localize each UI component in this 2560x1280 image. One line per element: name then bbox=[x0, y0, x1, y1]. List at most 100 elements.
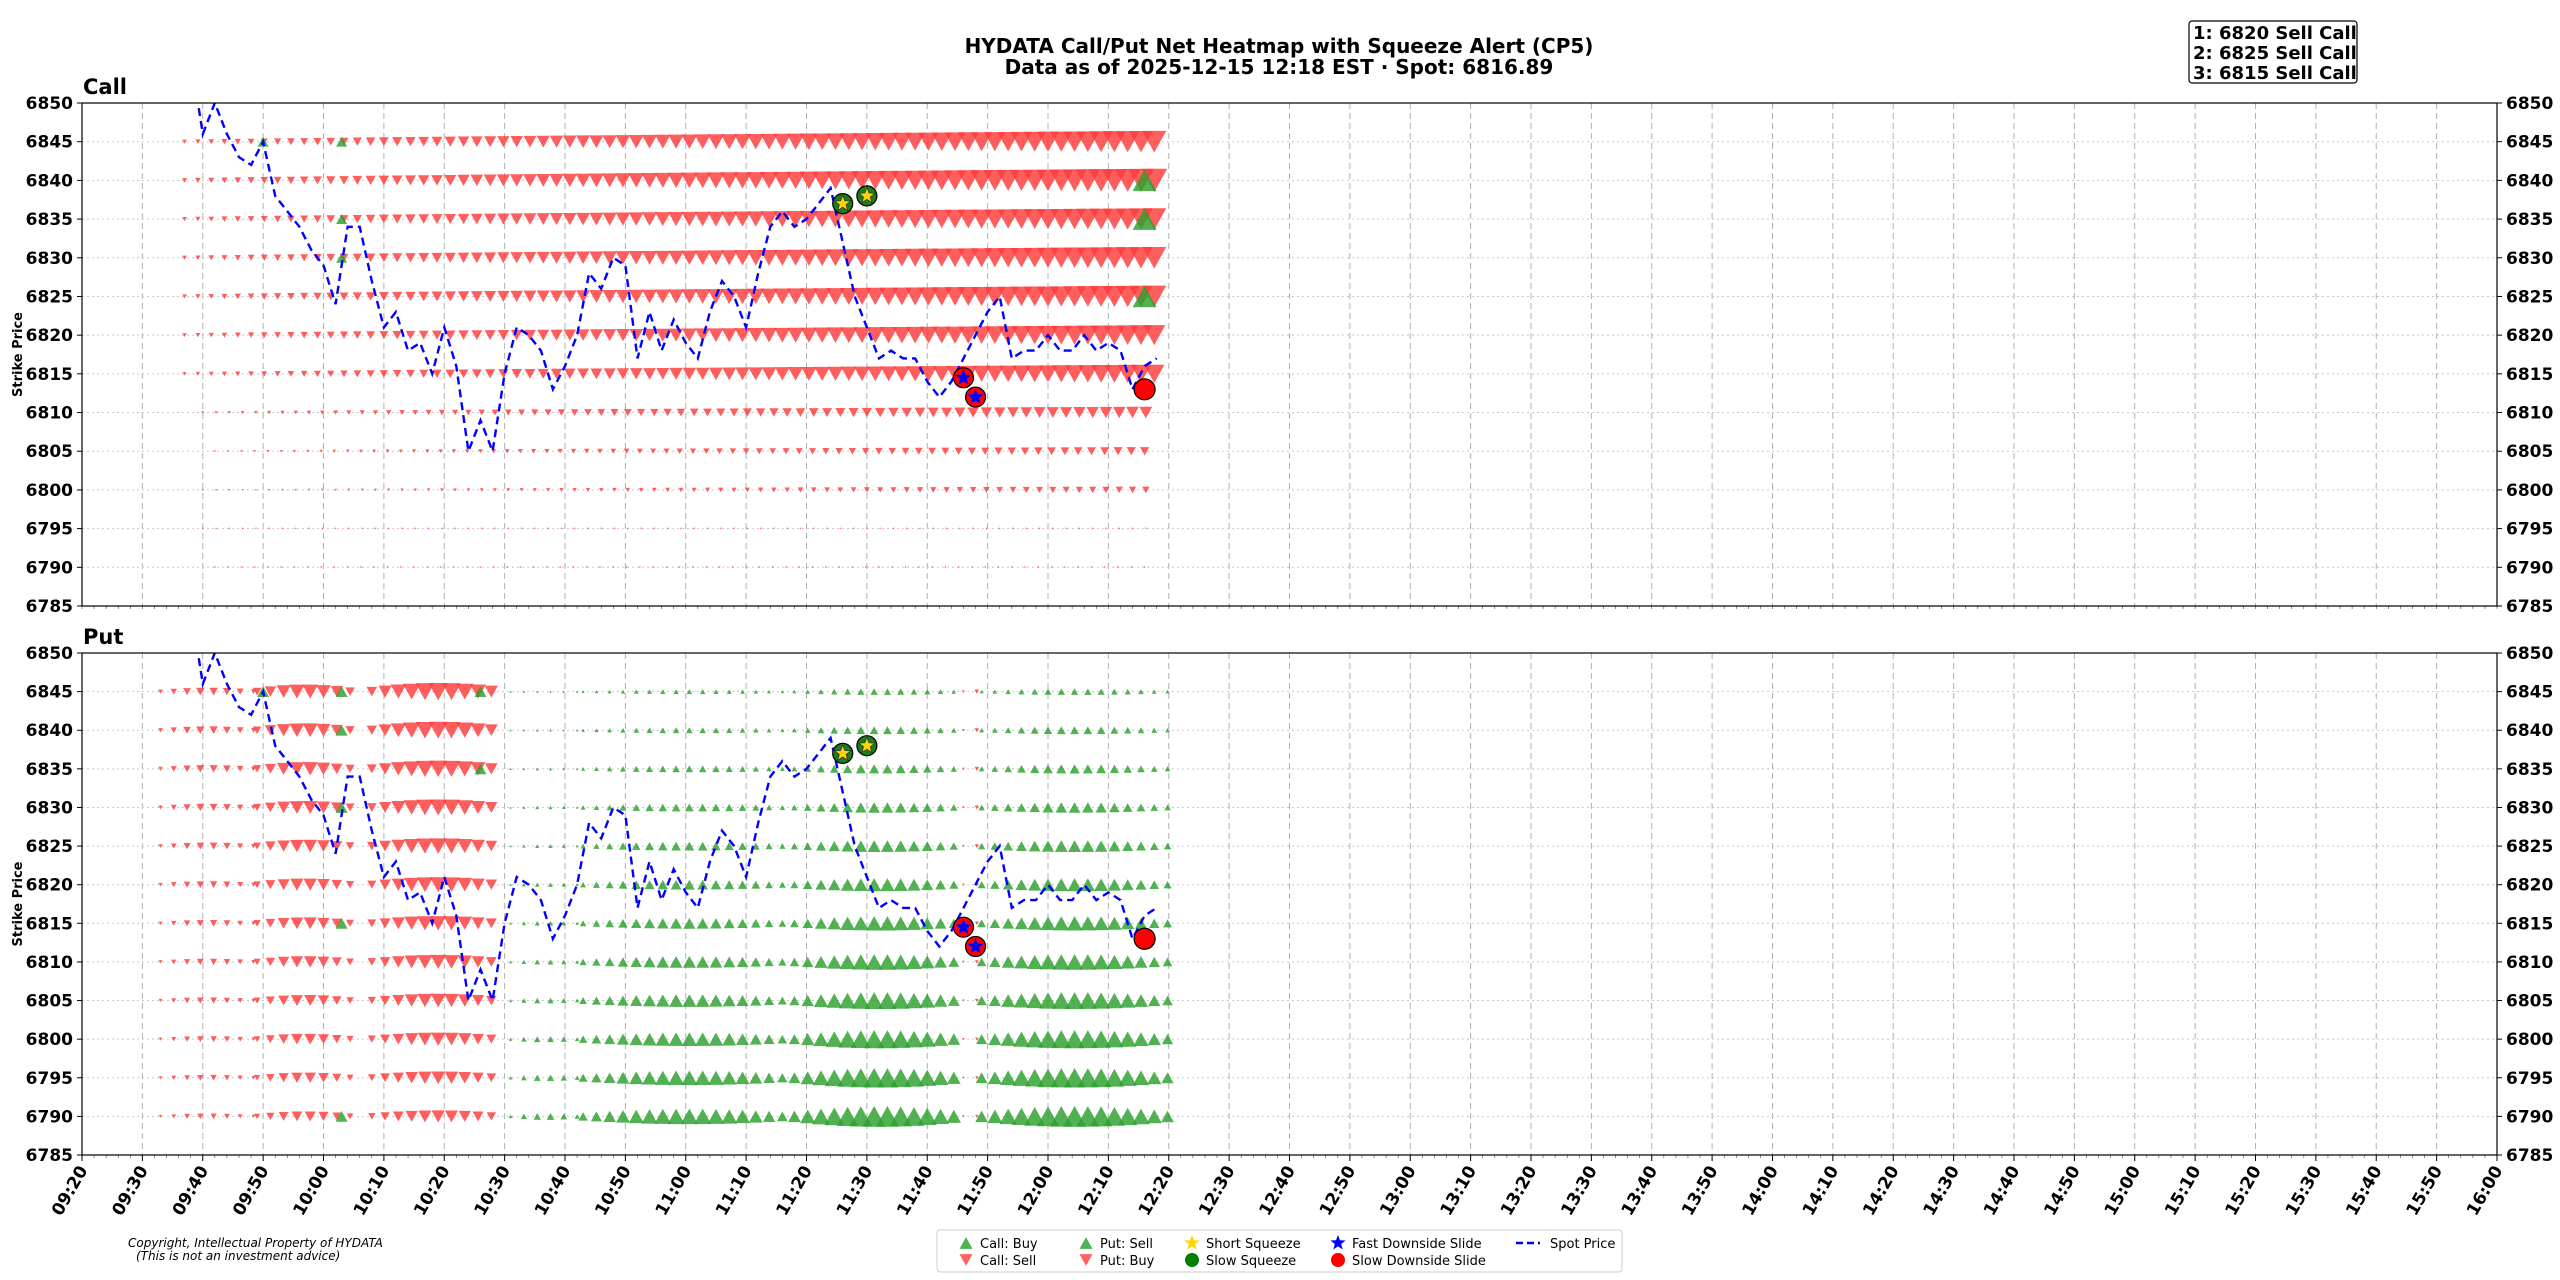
net-flow-marker-6840 bbox=[182, 178, 188, 183]
net-flow-marker-6815 bbox=[985, 365, 1004, 382]
net-flow-marker-6795 bbox=[642, 1071, 658, 1085]
net-flow-marker-6835 bbox=[326, 215, 336, 223]
net-flow-marker-6805 bbox=[1034, 447, 1043, 456]
net-flow-marker-6820 bbox=[443, 877, 460, 893]
net-flow-marker-6830 bbox=[799, 249, 818, 266]
net-flow-marker-6790 bbox=[405, 1110, 418, 1122]
net-flow-marker-6790 bbox=[444, 1110, 459, 1123]
net-flow-marker-6790 bbox=[293, 566, 296, 569]
legend-frame bbox=[936, 1229, 1623, 1273]
net-flow-marker-6820 bbox=[1011, 326, 1032, 345]
xtick-label: 12:20 bbox=[1135, 1162, 1179, 1219]
net-flow-marker-6825 bbox=[1054, 840, 1068, 852]
net-flow-marker-6825 bbox=[1142, 285, 1167, 308]
legend-marker bbox=[959, 1237, 973, 1249]
short-squeeze-star bbox=[833, 743, 852, 762]
net-flow-marker-6810 bbox=[240, 410, 245, 415]
net-flow-marker-6795 bbox=[431, 1071, 446, 1085]
net-flow-marker-6825 bbox=[892, 287, 912, 306]
net-flow-marker-6800 bbox=[346, 1035, 354, 1043]
net-flow-marker-6820 bbox=[826, 327, 845, 343]
net-flow-marker-6800 bbox=[1142, 486, 1150, 494]
net-flow-marker-6825 bbox=[921, 841, 933, 851]
net-flow-marker-6815 bbox=[737, 918, 748, 928]
net-flow-marker-6810 bbox=[835, 408, 846, 418]
net-flow-marker-6810 bbox=[848, 407, 859, 418]
net-flow-marker-6795 bbox=[1132, 1070, 1150, 1086]
xtick-label: 12:50 bbox=[1316, 1162, 1360, 1219]
net-flow-marker-6805 bbox=[1078, 992, 1098, 1009]
net-flow-marker-6810 bbox=[547, 959, 554, 965]
legend-marker bbox=[1331, 1253, 1345, 1267]
net-flow-marker-6810 bbox=[1060, 407, 1073, 419]
net-flow-marker-6800 bbox=[294, 488, 297, 491]
net-flow-marker-6840 bbox=[812, 171, 833, 190]
net-flow-marker-6825 bbox=[957, 287, 979, 306]
net-flow-marker-6830 bbox=[442, 799, 461, 816]
legend-label: Short Squeeze bbox=[1206, 1237, 1301, 1252]
net-flow-marker-6820 bbox=[935, 879, 946, 890]
plot-frame-call bbox=[81, 102, 2498, 607]
net-flow-marker-6795 bbox=[708, 1070, 724, 1085]
net-flow-marker-6795 bbox=[654, 1070, 671, 1085]
net-flow-marker-6830 bbox=[221, 255, 228, 261]
ytick-label-right: 6795 bbox=[2506, 520, 2553, 540]
xtick-label: 10:50 bbox=[591, 1162, 635, 1219]
net-flow-marker-6800 bbox=[1147, 1033, 1161, 1046]
net-flow-marker-6835 bbox=[779, 766, 785, 772]
net-flow-marker-6815 bbox=[511, 369, 523, 379]
net-flow-marker-6830 bbox=[752, 804, 760, 811]
net-flow-marker-6815 bbox=[748, 367, 764, 381]
net-flow-marker-6790 bbox=[486, 1112, 496, 1121]
net-flow-marker-6790 bbox=[824, 566, 827, 569]
net-flow-marker-6840 bbox=[1004, 727, 1012, 734]
net-flow-marker-6835 bbox=[405, 214, 416, 224]
net-flow-marker-6810 bbox=[430, 954, 446, 969]
net-flow-marker-6830 bbox=[158, 805, 163, 810]
net-flow-marker-6825 bbox=[773, 288, 792, 305]
net-flow-marker-6820 bbox=[668, 328, 684, 342]
net-flow-marker-6825 bbox=[655, 289, 671, 304]
net-flow-marker-6845 bbox=[158, 689, 163, 694]
net-flow-marker-6820 bbox=[183, 881, 191, 888]
net-flow-marker-6805 bbox=[561, 998, 567, 1004]
net-flow-marker-6845 bbox=[713, 689, 719, 695]
net-flow-marker-6800 bbox=[744, 487, 750, 493]
net-flow-marker-6830 bbox=[816, 803, 826, 812]
net-flow-marker-6815 bbox=[631, 918, 642, 928]
net-flow-marker-6830 bbox=[671, 803, 681, 812]
xtick-label: 15:40 bbox=[2342, 1162, 2386, 1219]
net-flow-marker-6800 bbox=[453, 488, 457, 492]
net-flow-marker-6795 bbox=[721, 1071, 737, 1085]
net-flow-marker-6840 bbox=[352, 175, 363, 185]
net-flow-marker-6845 bbox=[302, 684, 319, 699]
net-flow-marker-6825 bbox=[183, 842, 191, 850]
net-flow-marker-6830 bbox=[786, 249, 805, 266]
net-flow-marker-6825 bbox=[697, 841, 708, 851]
net-flow-marker-6815 bbox=[158, 921, 163, 926]
net-flow-marker-6835 bbox=[418, 214, 430, 224]
net-flow-marker-6825 bbox=[839, 287, 859, 305]
net-flow-marker-6825 bbox=[841, 840, 854, 852]
net-flow-marker-6820 bbox=[1107, 878, 1121, 891]
net-flow-marker-6815 bbox=[643, 918, 656, 929]
net-flow-marker-6845 bbox=[707, 134, 725, 150]
ytick-label-left: 6840 bbox=[26, 721, 73, 741]
net-flow-marker-6825 bbox=[195, 294, 201, 299]
net-flow-marker-6835 bbox=[766, 766, 772, 772]
net-flow-marker-6805 bbox=[1060, 447, 1070, 456]
net-flow-marker-6835 bbox=[576, 212, 591, 226]
net-flow-marker-6815 bbox=[696, 917, 709, 929]
net-flow-marker-6835 bbox=[509, 767, 512, 770]
buy-marker-6825 bbox=[1132, 285, 1157, 308]
net-flow-marker-6840 bbox=[628, 173, 645, 188]
net-flow-marker-6805 bbox=[813, 994, 829, 1007]
net-flow-marker-6835 bbox=[223, 765, 231, 773]
net-flow-marker-6810 bbox=[485, 957, 497, 967]
net-flow-marker-6790 bbox=[386, 566, 389, 569]
net-flow-marker-6840 bbox=[1096, 726, 1106, 735]
net-flow-marker-6800 bbox=[983, 486, 990, 493]
net-flow-marker-6805 bbox=[491, 449, 497, 454]
net-flow-marker-6820 bbox=[563, 329, 577, 341]
net-flow-marker-6820 bbox=[618, 880, 628, 889]
